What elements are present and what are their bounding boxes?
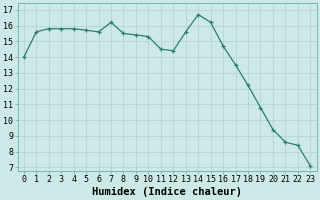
X-axis label: Humidex (Indice chaleur): Humidex (Indice chaleur): [92, 186, 242, 197]
